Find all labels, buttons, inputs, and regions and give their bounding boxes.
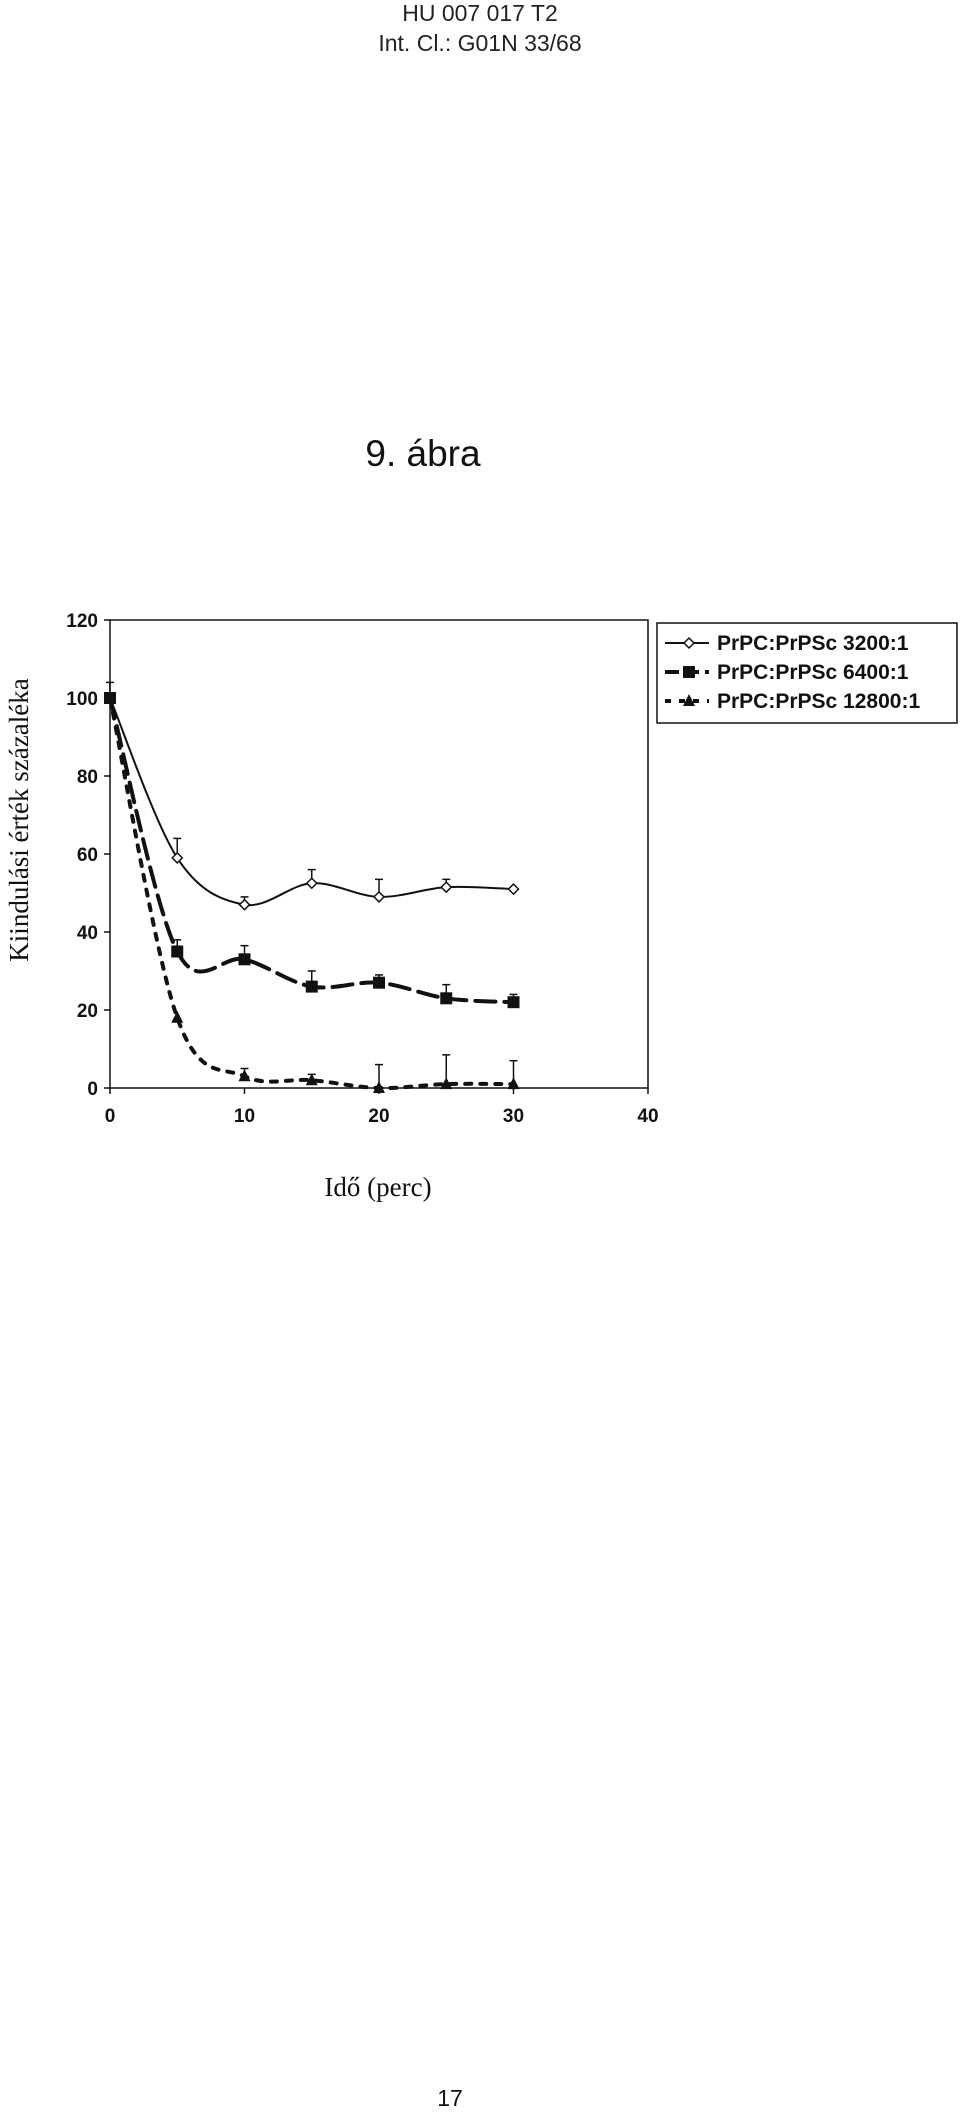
y-tick-label: 120 (66, 611, 98, 632)
series-layer (103, 681, 520, 1093)
x-tick-label: 0 (105, 1106, 116, 1127)
triangle-marker (104, 691, 116, 703)
square-marker (507, 996, 520, 1009)
series-line (108, 696, 516, 1091)
diamond-marker (440, 881, 453, 894)
triangle-marker (171, 1010, 184, 1023)
series-line (108, 696, 516, 1005)
y-tick-label: 100 (66, 689, 98, 710)
legend: PrPC:PrPSc 3200:1 PrPC:PrPSc 6400:1 PrPC:P… (656, 622, 958, 724)
y-axis-label: Kiindulási érték százaléka (4, 678, 34, 961)
x-tick-label: 20 (368, 1106, 389, 1127)
square-marker (373, 976, 385, 989)
plot-border (109, 619, 649, 1089)
square-marker (238, 953, 251, 966)
diamond-marker (682, 636, 696, 650)
legend-label: PrPC:PrPSc 6400:1 (717, 661, 909, 684)
triangle-marker (440, 1077, 453, 1090)
diamond-marker (305, 877, 318, 890)
y-axis: 0 20 40 60 80 100 120 (66, 611, 110, 1100)
x-tick-label: 40 (637, 1106, 658, 1127)
x-tick-label: 30 (503, 1106, 524, 1127)
diamond-marker (238, 898, 251, 911)
x-axis-label: Idő (perc) (324, 1172, 431, 1202)
y-tick-label: 80 (77, 767, 98, 788)
patent-number: HU 007 017 T2 (402, 0, 558, 26)
x-axis: 0 10 20 30 40 (105, 1088, 659, 1127)
series-1 (103, 681, 520, 911)
legend-label: PrPC:PrPSc 3200:1 (717, 632, 909, 655)
square-marker (171, 945, 184, 958)
y-tick-label: 20 (77, 1001, 98, 1022)
square-marker (440, 992, 453, 1005)
figure-title: 9. ábra (365, 433, 481, 474)
plot-frame (109, 619, 649, 1089)
triangle-marker (238, 1069, 251, 1082)
square-marker (683, 666, 695, 678)
triangle-marker (507, 1077, 520, 1090)
page-number: 17 (437, 2085, 463, 2111)
y-tick-label: 40 (77, 923, 98, 944)
triangle-marker (373, 1081, 385, 1093)
x-tick-label: 10 (234, 1106, 255, 1127)
square-marker (305, 980, 318, 993)
series-3 (104, 691, 520, 1093)
legend-label: PrPC:PrPSc 12800:1 (717, 690, 920, 713)
y-tick-label: 60 (77, 845, 98, 866)
y-tick-label: 0 (87, 1079, 98, 1100)
triangle-marker (305, 1073, 318, 1086)
line-chart: 0 20 40 60 80 100 120 0 10 20 30 40 PrPC:PrPSc 320… (4, 611, 958, 1202)
patent-classification: Int. Cl.: G01N 33/68 (378, 30, 582, 56)
series-2 (104, 692, 520, 1009)
diamond-marker (372, 890, 386, 903)
triangle-marker (683, 694, 695, 706)
diamond-marker (171, 851, 184, 864)
diamond-marker (507, 883, 520, 896)
